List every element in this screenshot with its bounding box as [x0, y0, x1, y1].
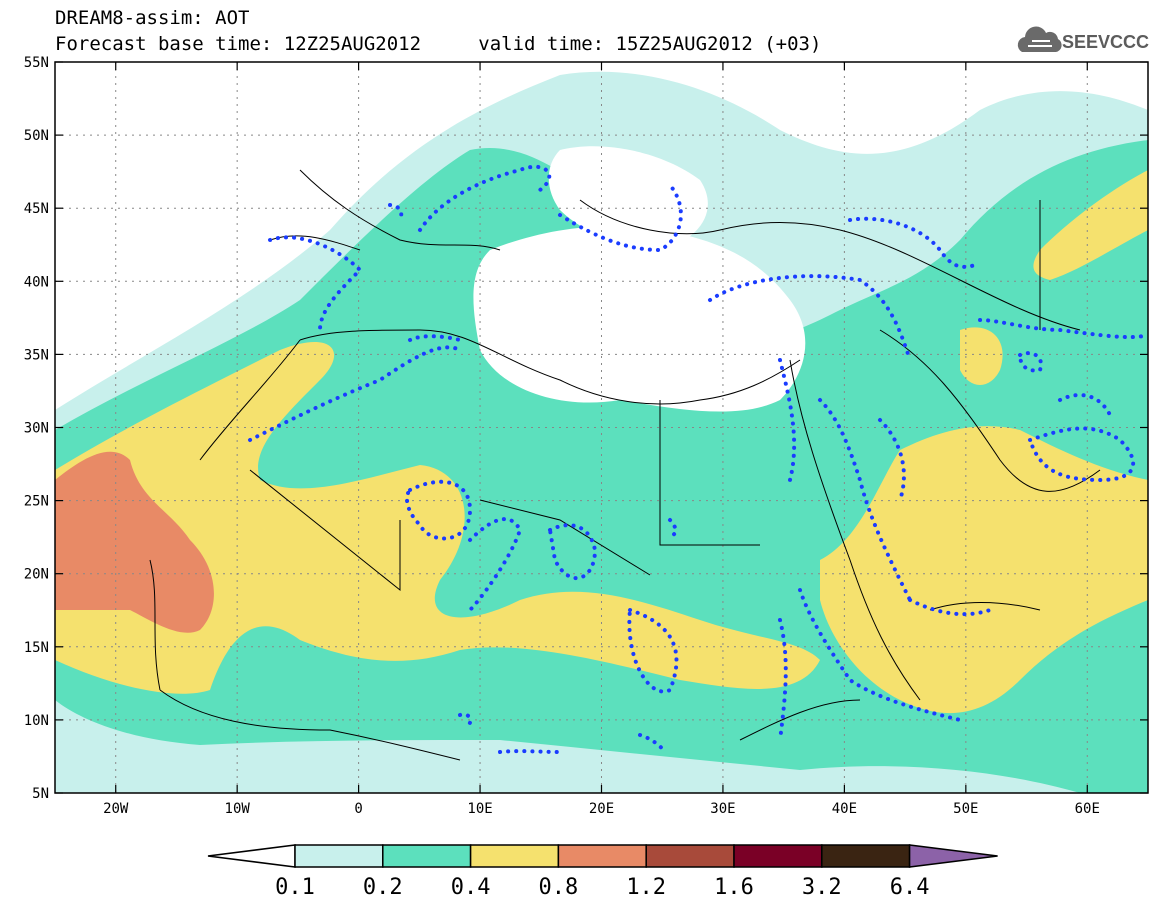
cloud-icon: [1017, 26, 1062, 52]
lat-tick-label: 25N: [24, 494, 49, 510]
colorbar-label: 0.8: [539, 875, 579, 900]
colorbar-segment: [733, 844, 823, 868]
lon-tick-label: 50E: [953, 801, 978, 817]
lat-tick-label: 45N: [24, 201, 49, 217]
lat-tick-label: 30N: [24, 421, 49, 437]
colorbar-label: 3.2: [802, 875, 842, 900]
coastlines: [149, 169, 1101, 761]
aot-contour-0.4-iran: [960, 327, 1003, 385]
valid-time-label: valid time: 15Z25AUG2012 (+03): [478, 33, 822, 55]
aot-contour-0.4-west: [55, 341, 820, 694]
aot-contour-0.8: [55, 451, 214, 633]
colorbar-segment: [645, 844, 735, 868]
colorbar: 0.1 0.2 0.4 0.8 1.2 1.6 3.2 6.4: [207, 844, 998, 900]
logo-text: SEEVCCC: [1062, 32, 1149, 52]
colorbar-segment: [557, 844, 647, 868]
colorbar-segment: [294, 844, 384, 868]
colorbar-segment: [382, 844, 472, 868]
seevccc-logo: SEEVCCC: [1017, 26, 1149, 52]
colorbar-under-arrow: [207, 844, 296, 868]
time-info: Forecast base time: 12Z25AUG2012 valid t…: [55, 34, 821, 54]
lon-tick-label: 20W: [103, 801, 129, 817]
map-title: DREAM8-assim: AOT: [55, 7, 250, 29]
aot-contour-0.4-caspian: [1033, 170, 1148, 280]
colorbar-label: 1.2: [626, 875, 666, 900]
colorbar-label: 0.2: [363, 875, 403, 900]
colorbar-label: 1.6: [714, 875, 754, 900]
colorbar-segment: [821, 844, 911, 868]
clear-area-mediterranean: [473, 226, 806, 412]
colorbar-label: 0.1: [275, 875, 315, 900]
lon-tick-label: 10E: [467, 801, 492, 817]
lat-tick-label: 20N: [24, 567, 49, 583]
dust-overlay-contours: [248, 164, 1148, 754]
aot-contour-0.4-east: [820, 426, 1148, 714]
lat-tick-label: 55N: [24, 55, 49, 71]
colorbar-over-arrow: [908, 844, 998, 868]
clear-area-europe: [548, 146, 708, 250]
lat-tick-label: 35N: [24, 347, 49, 363]
lat-tick-label: 5N: [32, 786, 49, 802]
lat-tick-label: 40N: [24, 274, 49, 290]
colorbar-label: 6.4: [890, 875, 930, 900]
base-time-label: Forecast base time: 12Z25AUG2012: [55, 33, 422, 55]
axis-ticks: 55N 50N 45N 40N 35N 30N 25N 20N 15N 10N 5N 20W 10W 0 1…: [24, 55, 1148, 817]
lon-tick-label: 30E: [710, 801, 735, 817]
lon-tick-label: 40E: [832, 801, 857, 817]
lat-tick-label: 15N: [24, 640, 49, 656]
lon-tick-label: 20E: [589, 801, 614, 817]
grid-lines: [55, 62, 1148, 793]
lat-tick-label: 50N: [24, 128, 49, 144]
colorbar-segment: [469, 844, 560, 868]
colorbar-label: 0.4: [451, 875, 491, 900]
lat-tick-label: 10N: [24, 713, 49, 729]
lon-tick-label: 60E: [1075, 801, 1100, 817]
lon-tick-label: 0: [354, 801, 362, 817]
lon-tick-label: 10W: [225, 801, 251, 817]
